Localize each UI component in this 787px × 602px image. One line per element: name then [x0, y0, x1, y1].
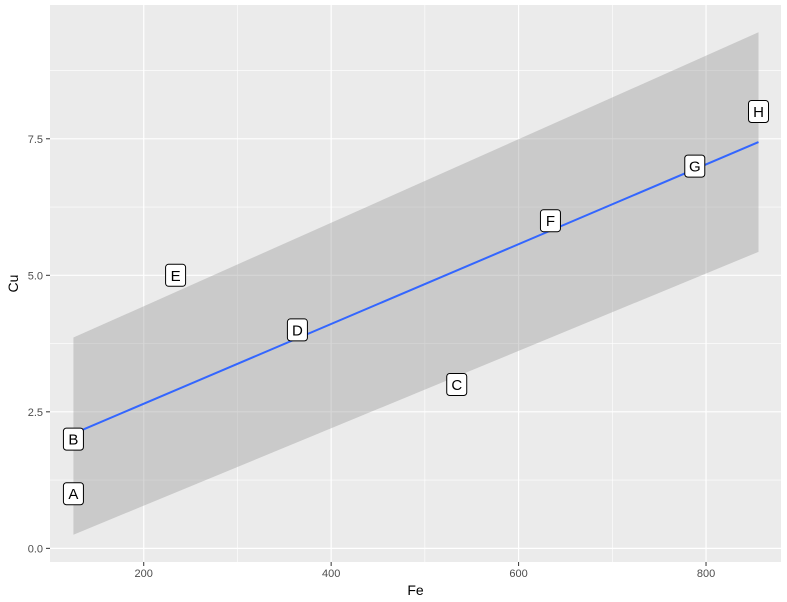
x-axis-title: Fe [407, 582, 424, 598]
label-text: A [68, 486, 78, 503]
major-gridlines [50, 5, 781, 562]
x-tick-label: 400 [322, 568, 340, 580]
regression-line [73, 141, 759, 435]
label-box [62, 482, 84, 506]
label-text: C [451, 377, 462, 394]
point-label-c: C [446, 373, 468, 397]
x-tick-label: 800 [697, 568, 715, 580]
axis-ticks [46, 138, 707, 566]
y-tick-label: 5.0 [28, 270, 43, 282]
point-label-f: F [539, 209, 561, 233]
label-text: D [292, 322, 303, 339]
point-label-a: A [62, 482, 84, 506]
label-box [748, 99, 770, 123]
label-box [165, 263, 187, 287]
label-text: B [68, 432, 78, 449]
point-label-h: H [748, 99, 770, 123]
axis-tick-labels: 200 400 600 800 0.0 2.5 5.0 7.5 [28, 134, 716, 580]
label-box [539, 209, 561, 233]
label-text: H [753, 104, 764, 121]
point-label-d: D [286, 318, 308, 342]
point-label-b: B [62, 427, 84, 451]
x-tick-label: 200 [135, 568, 153, 580]
label-box [62, 427, 84, 451]
x-tick-label: 600 [509, 568, 527, 580]
confidence-band [73, 32, 759, 535]
label-text: G [689, 159, 701, 176]
label-box [446, 373, 468, 397]
point-label-e: E [165, 263, 187, 287]
y-tick-label: 7.5 [28, 134, 43, 146]
y-tick-label: 0.0 [28, 543, 43, 555]
point-label-g: G [684, 154, 706, 178]
label-text: F [546, 213, 555, 230]
label-box [286, 318, 308, 342]
point-labels: A B C D E F G H [62, 99, 770, 506]
label-text: E [171, 268, 181, 285]
y-tick-label: 2.5 [28, 407, 43, 419]
y-axis-title: Cu [5, 275, 21, 293]
label-box [684, 154, 706, 178]
